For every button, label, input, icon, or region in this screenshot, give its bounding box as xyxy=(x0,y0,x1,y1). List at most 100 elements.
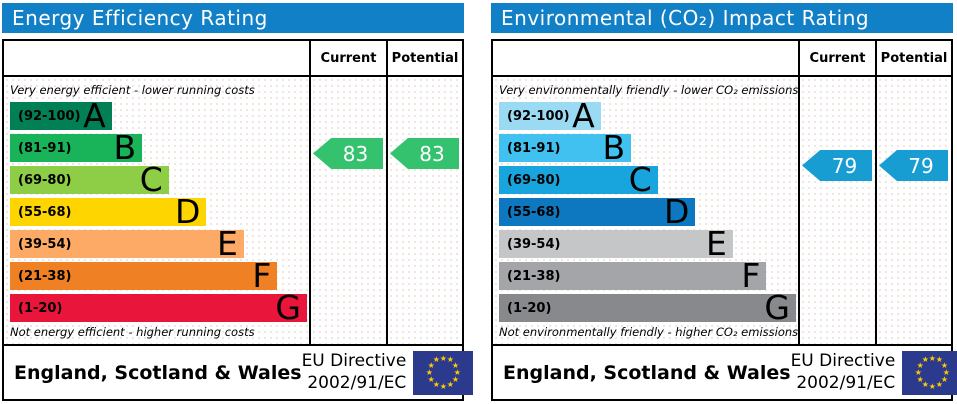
eu-star-icon: ★ xyxy=(940,360,948,370)
eu-flag-icon: ★ ★ ★ ★ ★ ★ ★ ★ ★ ★ ★ ★ xyxy=(413,350,474,395)
band-letter: E xyxy=(216,224,238,263)
eu-star-icon: ★ xyxy=(914,367,922,377)
band-range-label: (92-100) xyxy=(507,108,570,124)
band-range-label: (21-38) xyxy=(18,268,72,284)
region-label: England, Scotland & Wales xyxy=(14,361,302,384)
eu-star-icon: ★ xyxy=(446,355,454,365)
band-f: (21-38) F xyxy=(499,256,767,295)
table-spacer xyxy=(493,41,798,75)
band-range-label: (69-80) xyxy=(18,172,72,188)
band-letter: F xyxy=(252,256,272,295)
panel-title: Energy Efficiency Rating xyxy=(2,3,464,33)
band-range-label: (1-20) xyxy=(507,300,552,316)
band-range-label: (21-38) xyxy=(507,268,561,284)
eu-star-icon: ★ xyxy=(439,353,447,363)
band-g: (1-20) G xyxy=(10,288,307,327)
potential-column-header: Potential xyxy=(875,41,951,75)
eu-star-icon: ★ xyxy=(921,379,929,389)
band-range-label: (81-91) xyxy=(18,140,72,156)
potential-column-header: Potential xyxy=(386,41,462,75)
current-column-header: Current xyxy=(309,41,386,75)
band-letter: D xyxy=(175,192,201,231)
band-letter: G xyxy=(275,288,301,327)
eu-flag-icon: ★ ★ ★ ★ ★ ★ ★ ★ ★ ★ ★ ★ xyxy=(902,350,957,395)
band-range-label: (92-100) xyxy=(18,108,81,124)
band-letter: D xyxy=(664,192,690,231)
eu-star-icon: ★ xyxy=(928,381,936,391)
potential-column: 79 xyxy=(875,75,951,344)
band-range-label: (39-54) xyxy=(507,236,561,252)
eu-star-icon: ★ xyxy=(916,374,924,384)
current-column-header: Current xyxy=(798,41,875,75)
eu-star-icon: ★ xyxy=(432,379,440,389)
eu-star-icon: ★ xyxy=(439,381,447,391)
eu-star-icon: ★ xyxy=(935,379,943,389)
band-f: (21-38) F xyxy=(10,256,278,295)
eu-directive-label: EU Directive 2002/91/EC xyxy=(790,351,896,393)
rating-table: Current Potential Very energy efficient … xyxy=(2,39,474,401)
panel-title: Environmental (CO₂) Impact Rating xyxy=(491,3,953,33)
eu-star-icon: ★ xyxy=(916,360,924,370)
band-range-label: (55-68) xyxy=(507,204,561,220)
band-letter: C xyxy=(628,160,652,199)
bottom-note: Not environmentally friendly - higher CO… xyxy=(499,325,798,339)
band-a: (92-100) A xyxy=(499,96,601,135)
potential-column: 83 xyxy=(386,75,462,344)
potential-rating-arrow: 83 xyxy=(390,138,459,169)
eu-star-icon: ★ xyxy=(921,355,929,365)
energy-rating-panel: Energy Efficiency Rating Current Potenti… xyxy=(2,3,474,401)
current-column: 83 xyxy=(309,75,386,344)
co2-rating-panel: Environmental (CO₂) Impact Rating Curren… xyxy=(491,3,957,401)
band-b: (81-91) B xyxy=(10,131,143,164)
band-range-label: (1-20) xyxy=(18,300,63,316)
band-g: (1-20) G xyxy=(499,288,796,327)
eu-star-icon: ★ xyxy=(432,355,440,365)
band-range-label: (69-80) xyxy=(507,172,561,188)
band-letter: A xyxy=(572,96,595,135)
eu-star-icon: ★ xyxy=(427,374,435,384)
band-scale: Very energy efficient - lower running co… xyxy=(4,75,309,344)
table-spacer xyxy=(4,41,309,75)
eu-star-icon: ★ xyxy=(446,379,454,389)
bands: (92-100) A (81-91) B (69-80) C (55-68) D (39-54)… xyxy=(10,96,309,327)
top-note: Very energy efficient - lower running co… xyxy=(10,83,255,97)
eu-star-icon: ★ xyxy=(942,367,950,377)
eu-star-icon: ★ xyxy=(425,367,433,377)
band-range-label: (81-91) xyxy=(507,140,561,156)
eu-star-icon: ★ xyxy=(940,374,948,384)
bands: (92-100) A (81-91) B (69-80) C (55-68) D (39-54)… xyxy=(499,96,798,327)
rating-table: Current Potential Very environmentally f… xyxy=(491,39,957,401)
eu-star-icon: ★ xyxy=(451,374,459,384)
band-c: (69-80) C xyxy=(10,160,169,199)
eu-star-icon: ★ xyxy=(928,353,936,363)
eu-star-icon: ★ xyxy=(935,355,943,365)
band-d: (55-68) D xyxy=(499,192,696,231)
bottom-note: Not energy efficient - higher running co… xyxy=(10,325,255,339)
table-footer: England, Scotland & Wales EU Directive 2… xyxy=(4,344,474,399)
top-note: Very environmentally friendly - lower CO… xyxy=(499,83,798,97)
table-footer: England, Scotland & Wales EU Directive 2… xyxy=(493,344,957,399)
current-rating-arrow: 83 xyxy=(313,138,383,169)
eu-directive-label: EU Directive 2002/91/EC xyxy=(301,351,407,393)
band-e: (39-54) E xyxy=(10,224,244,263)
band-letter: C xyxy=(139,160,163,199)
band-range-label: (39-54) xyxy=(18,236,72,252)
current-rating-arrow: 79 xyxy=(802,150,872,181)
current-column: 79 xyxy=(798,75,875,344)
band-range-label: (55-68) xyxy=(18,204,72,220)
eu-star-icon: ★ xyxy=(453,367,461,377)
band-a: (92-100) A xyxy=(10,96,112,135)
band-e: (39-54) E xyxy=(499,227,733,260)
potential-rating-arrow: 79 xyxy=(879,150,948,181)
band-letter: A xyxy=(83,96,106,135)
region-label: England, Scotland & Wales xyxy=(503,361,791,384)
eu-star-icon: ★ xyxy=(427,360,435,370)
band-letter: G xyxy=(764,288,790,327)
band-letter: F xyxy=(741,256,761,295)
band-d: (55-68) D xyxy=(10,192,207,231)
band-scale: Very environmentally friendly - lower CO… xyxy=(493,75,798,344)
band-letter: B xyxy=(602,128,626,167)
band-c: (69-80) C xyxy=(499,160,658,199)
band-b: (81-91) B xyxy=(499,128,632,167)
